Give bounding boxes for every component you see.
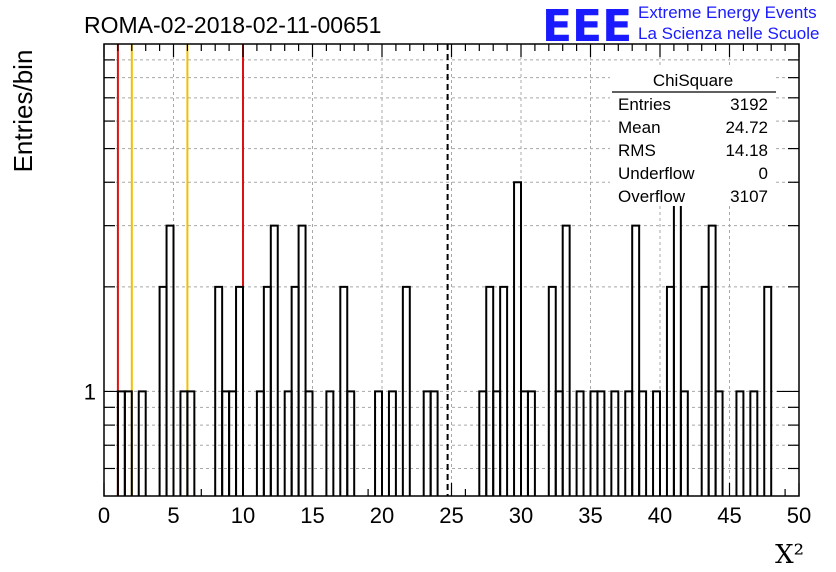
stats-label-mean: Mean [618, 118, 661, 137]
histogram-bin [714, 390, 724, 496]
histogram-bin [137, 390, 147, 496]
histogram-bin [652, 390, 661, 496]
x-tick-label: 50 [787, 503, 811, 528]
histogram-bin [575, 390, 585, 496]
x-tick-label: 15 [300, 503, 324, 528]
histogram-bin [735, 390, 745, 496]
x-tick-label: 25 [439, 503, 463, 528]
y-tick-label: 1 [84, 379, 96, 404]
x-tick-label: 0 [98, 503, 110, 528]
x-tick-label: 20 [370, 503, 394, 528]
histogram-bin [679, 390, 689, 496]
histogram-bin [325, 390, 335, 496]
histogram-bin [763, 285, 773, 496]
chart-title: ROMA-02-2018-02-11-00651 [84, 12, 381, 38]
x-axis-label: X² [775, 540, 804, 570]
stats-label-underflow: Underflow [618, 164, 695, 183]
histogram-bin [346, 390, 356, 496]
tick-labels: 0 5 10 15 20 25 30 35 40 45 50 1 [84, 379, 811, 528]
stats-title: ChiSquare [653, 71, 733, 90]
x-tick-label: 35 [578, 503, 602, 528]
logo-mark: EEE [542, 1, 632, 52]
x-tick-label: 45 [717, 503, 741, 528]
histogram-bin [269, 224, 279, 496]
logo-line1: Extreme Energy Events [638, 3, 817, 22]
histogram-bin [749, 390, 759, 496]
histogram-bin [401, 285, 411, 496]
histogram-bin [123, 390, 133, 496]
stats-box-bg [610, 66, 776, 206]
stats-value-overflow: 3107 [730, 187, 768, 206]
histogram-bin [631, 224, 641, 496]
y-axis-label: Entries/bin [8, 50, 38, 173]
logo-line2: La Scienza nelle Scuole [638, 24, 819, 43]
histogram-bin [638, 390, 648, 496]
stats-value-entries: 3192 [730, 95, 768, 114]
stats-value-rms: 14.18 [725, 141, 768, 160]
histogram-bins [116, 181, 773, 496]
stats-label-entries: Entries [618, 95, 671, 114]
histogram-bin [526, 390, 536, 496]
stats-box: ChiSquare Entries 3192 Mean 24.72 RMS 14… [610, 66, 776, 206]
stats-label-overflow: Overflow [618, 187, 686, 206]
x-tick-label: 10 [231, 503, 255, 528]
histogram-bin [672, 181, 682, 496]
histogram-bin [235, 285, 244, 496]
histogram-bin [374, 390, 383, 496]
histogram-bin [707, 224, 717, 496]
stats-label-rms: RMS [618, 141, 656, 160]
stats-value-mean: 24.72 [725, 118, 768, 137]
x-tick-label: 30 [509, 503, 533, 528]
histogram-bin [561, 224, 571, 496]
histogram-bin [165, 224, 175, 496]
histogram-bin [610, 390, 620, 496]
histogram-bin [499, 285, 509, 496]
x-tick-label: 40 [648, 503, 672, 528]
x-tick-label: 5 [167, 503, 179, 528]
stats-value-underflow: 0 [759, 164, 768, 183]
histogram-bin [513, 181, 522, 496]
eee-logo: EEE Extreme Energy Events La Scienza nel… [542, 1, 819, 52]
histogram-bin [596, 390, 606, 496]
histogram-bin [304, 390, 314, 496]
histogram-bin [387, 390, 397, 496]
axis-ticks [103, 44, 800, 496]
histogram-bin [297, 224, 307, 496]
histogram-bin [429, 390, 439, 496]
histogram-bin [186, 390, 196, 496]
